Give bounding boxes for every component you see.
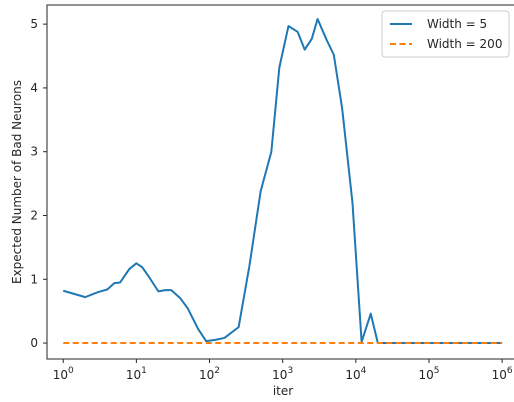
x-tick-exponent: 5: [434, 366, 440, 376]
legend-label-width-5: Width = 5: [427, 17, 487, 31]
x-tick-base: 10: [272, 368, 287, 382]
y-tick-label: 2: [30, 208, 38, 222]
y-axis-ticks: 0 1 2 3 4 5: [30, 17, 47, 350]
y-tick-label: 3: [30, 145, 38, 159]
x-tick-exponent: 6: [507, 366, 513, 376]
x-tick-exponent: 4: [361, 366, 367, 376]
x-tick-exponent: 2: [214, 366, 220, 376]
x-tick-label: 103: [272, 366, 293, 382]
legend: Width = 5 Width = 200: [381, 10, 510, 58]
x-tick-base: 10: [418, 368, 433, 382]
x-tick-base: 10: [492, 368, 507, 382]
series-layer: [62, 18, 503, 345]
y-axis-label: Expected Number of Bad Neurons: [10, 80, 24, 284]
y-tick-label: 1: [30, 272, 38, 286]
x-tick-label: 101: [126, 366, 147, 382]
x-tick-label: 106: [492, 366, 513, 382]
legend-box: [381, 10, 510, 58]
x-axis-label: iter: [273, 384, 293, 398]
legend-label-width-200: Width = 200: [427, 37, 502, 51]
x-tick-label: 105: [418, 366, 439, 382]
x-tick-exponent: 1: [141, 366, 147, 376]
x-axis-ticks: 100 101 102 103 104 105 106: [53, 359, 513, 382]
x-tick-base: 10: [53, 368, 68, 382]
x-tick-label: 104: [345, 366, 366, 382]
x-tick-label: 102: [199, 366, 220, 382]
x-tick-base: 10: [126, 368, 141, 382]
x-tick-base: 10: [199, 368, 214, 382]
y-tick-label: 4: [30, 81, 38, 95]
x-tick-label: 100: [53, 366, 74, 382]
x-tick-exponent: 3: [287, 366, 293, 376]
series-line-0: [62, 18, 503, 345]
x-tick-exponent: 0: [68, 366, 74, 376]
x-tick-base: 10: [345, 368, 360, 382]
y-tick-label: 0: [30, 336, 38, 350]
y-tick-label: 5: [30, 17, 38, 31]
